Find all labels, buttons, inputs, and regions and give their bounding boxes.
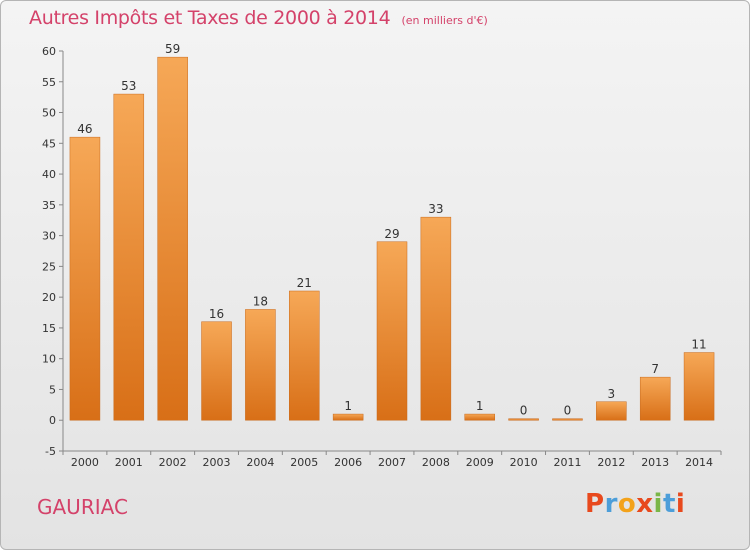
x-tick-label: 2012 [597,456,625,469]
y-tick-label: 45 [42,137,56,150]
y-tick-label: 5 [49,383,56,396]
y-tick-label: 25 [42,260,56,273]
y-tick-label: -5 [45,445,56,458]
y-tick-label: 10 [42,353,56,366]
x-tick-label: 2007 [378,456,406,469]
x-tick-label: 2006 [334,456,362,469]
x-tick-label: 2009 [466,456,494,469]
y-tick-label: 35 [42,199,56,212]
bar-value-label-2005: 21 [297,276,312,290]
bar-value-label-2010: 0 [520,404,528,418]
bar-2013 [639,376,671,421]
chart-title: Autres Impôts et Taxes de 2000 à 2014 [29,7,391,29]
x-tick-label: 2004 [246,456,274,469]
y-tick-label: 0 [49,414,56,427]
x-tick-label: 2014 [685,456,713,469]
x-tick-label: 2011 [553,456,581,469]
y-tick-label: 40 [42,168,56,181]
x-tick-label: 2008 [422,456,450,469]
bar-2001 [113,93,145,421]
y-tick-label: 50 [42,107,56,120]
bar-value-label-2012: 3 [608,387,616,401]
x-tick-label: 2001 [115,456,143,469]
bar-value-label-2007: 29 [384,227,399,241]
x-tick-label: 2013 [641,456,669,469]
bar-value-label-2011: 0 [564,404,572,418]
bar-2011 [552,418,583,421]
logo-letter: o [617,489,637,519]
x-tick-label: 2002 [159,456,187,469]
bar-2007 [376,241,408,421]
y-tick-label: 15 [42,322,56,335]
y-tick-label: 30 [42,230,56,243]
bar-value-label-2000: 46 [77,122,92,136]
y-tick-label: 60 [42,45,56,58]
bar-2004 [245,309,276,421]
bar-value-label-2013: 7 [651,362,659,376]
bar-2014 [683,352,715,421]
chart-bars [69,56,715,421]
bar-value-label-2002: 59 [165,42,180,56]
bar-2000 [69,136,101,421]
x-tick-label: 2005 [290,456,318,469]
bar-2010 [508,418,539,421]
bar-value-label-2001: 53 [121,79,136,93]
bar-2012 [596,401,627,421]
commune-name: GAURIAC [37,495,128,519]
bar-value-label-2004: 18 [253,294,268,308]
logo-letter: x [636,489,654,519]
bar-2003 [201,321,232,421]
bar-2005 [289,290,320,421]
bar-2006 [332,413,364,421]
bar-value-label-2006: 1 [344,399,352,413]
bar-2008 [420,216,452,421]
logo-letter: i [653,489,663,519]
bar-value-label-2003: 16 [209,307,224,321]
logo-letter: r [604,489,618,519]
bar-value-label-2009: 1 [476,399,484,413]
y-tick-label: 20 [42,291,56,304]
logo-letter: P [585,489,605,519]
chart-subtitle: (en milliers d'€) [401,14,488,27]
x-tick-label: 2010 [510,456,538,469]
logo-letter: t [662,489,676,519]
bar-2002 [157,56,188,421]
x-tick-label: 2003 [203,456,231,469]
x-tick-label: 2000 [71,456,99,469]
proxiti-logo[interactable]: Proxiti [585,489,685,519]
chart-data-labels: 46 53 59 16 18 21 1 29 33 1 0 0 3 7 11 [77,42,706,418]
bar-2009 [464,413,495,421]
bar-value-label-2014: 11 [691,338,706,352]
y-tick-label: 55 [42,76,56,89]
bar-value-label-2008: 33 [428,202,443,216]
chart-title-row: Autres Impôts et Taxes de 2000 à 2014 (e… [29,7,488,29]
logo-letter: i [675,489,686,519]
